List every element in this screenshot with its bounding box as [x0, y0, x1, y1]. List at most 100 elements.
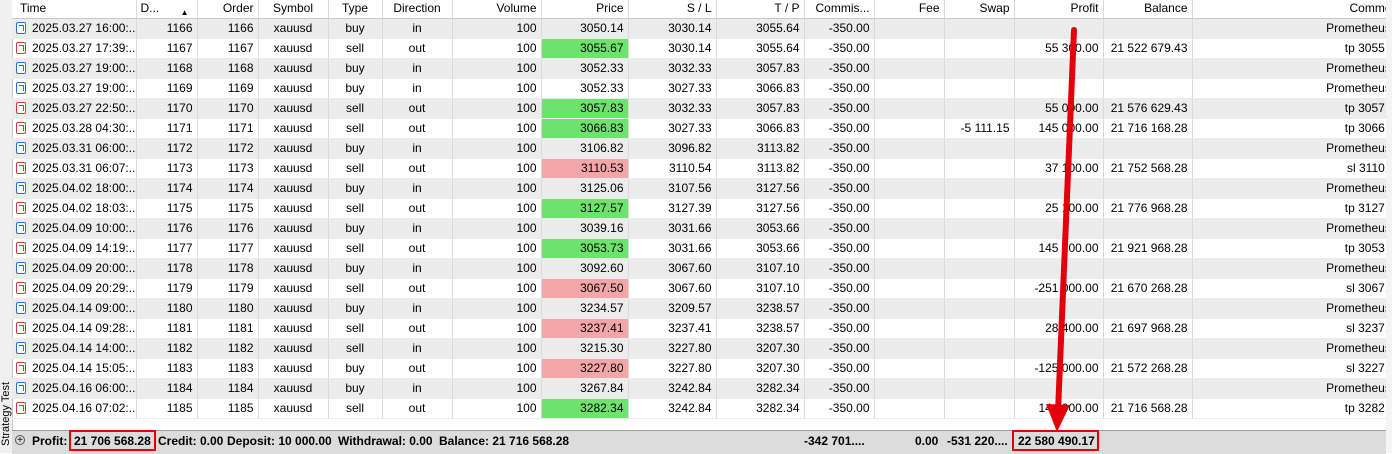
- table-row[interactable]: 2025.03.27 22:50:... 1170 1170 xauusd sell ou…: [12, 98, 1392, 119]
- column-header-volume[interactable]: Volume: [452, 0, 542, 19]
- cell-swap: -5 111.15: [944, 118, 1015, 139]
- cell-order: 1171: [197, 118, 259, 139]
- cell-comment: tp 3057.83: [1192, 98, 1392, 119]
- cell-fee: [874, 158, 945, 179]
- cell-commission: -350.00: [804, 278, 875, 299]
- cell-type: buy: [328, 258, 383, 279]
- column-header-swap[interactable]: Swap: [944, 0, 1015, 19]
- time-text: 2025.03.27 16:00:...: [32, 20, 136, 35]
- cell-time: 2025.03.27 22:50:...: [12, 98, 137, 119]
- cell-time: 2025.03.28 04:30:...: [12, 118, 137, 139]
- cell-volume: 100: [452, 18, 542, 39]
- cell-volume: 100: [452, 38, 542, 59]
- cell-sl: 3237.41: [628, 318, 717, 339]
- cell-swap: [944, 158, 1015, 179]
- time-text: 2025.04.14 15:05:...: [32, 360, 136, 375]
- summary-profit-value: 21 706 568.28: [74, 434, 151, 448]
- column-header-tp[interactable]: T / P: [716, 0, 805, 19]
- table-row[interactable]: 2025.04.02 18:03:... 1175 1175 xauusd sell ou…: [12, 198, 1392, 219]
- column-header-deal[interactable]: D... ▲: [136, 0, 198, 19]
- table-row[interactable]: 2025.04.09 10:00:... 1176 1176 xauusd buy in 1…: [12, 218, 1392, 239]
- table-row[interactable]: 2025.03.27 17:39:... 1167 1167 xauusd sell ou…: [12, 38, 1392, 59]
- cell-direction: in: [382, 338, 453, 359]
- column-header-fee[interactable]: Fee: [874, 0, 945, 19]
- cell-profit: 55 000.00: [1014, 98, 1104, 119]
- cell-fee: [874, 278, 945, 299]
- cell-profit: [1014, 378, 1104, 399]
- cell-profit: [1014, 18, 1104, 39]
- table-row[interactable]: 2025.03.31 06:07:... 1173 1173 xauusd sell ou…: [12, 158, 1392, 179]
- cell-direction: out: [382, 358, 453, 379]
- table-row[interactable]: 2025.04.14 09:28:... 1181 1181 xauusd sell ou…: [12, 318, 1392, 339]
- cell-sl: 3067.60: [628, 278, 717, 299]
- cell-sl: 3030.14: [628, 18, 717, 39]
- table-row[interactable]: 2025.04.09 20:29:... 1179 1179 xauusd sell ou…: [12, 278, 1392, 299]
- column-header-commission[interactable]: Commis...: [804, 0, 875, 19]
- time-text: 2025.04.14 09:28:...: [32, 320, 136, 335]
- table-row[interactable]: 2025.04.14 15:05:... 1183 1183 xauusd buy out…: [12, 358, 1392, 379]
- column-header-comment[interactable]: Comment: [1192, 0, 1392, 19]
- cell-profit: 25 100.00: [1014, 198, 1104, 219]
- cell-symbol: xauusd: [258, 58, 329, 79]
- column-header-direction[interactable]: Direction: [382, 0, 453, 19]
- cell-type: sell: [328, 338, 383, 359]
- cell-tp: 3282.34: [716, 378, 805, 399]
- cell-fee: [874, 318, 945, 339]
- cell-price: 3127.57: [541, 198, 629, 219]
- table-row[interactable]: 2025.03.27 16:00:... 1166 1166 xauusd buy in 1…: [12, 18, 1392, 39]
- cell-time: 2025.03.27 16:00:...: [12, 18, 137, 39]
- summary-fee-total: 0.00: [915, 434, 939, 448]
- cell-tp: 3066.83: [716, 118, 805, 139]
- cell-type: sell: [328, 398, 383, 419]
- cell-direction: in: [382, 138, 453, 159]
- table-row[interactable]: 2025.04.16 06:00:... 1184 1184 xauusd buy in 1…: [12, 378, 1392, 399]
- column-header-sl[interactable]: S / L: [628, 0, 717, 19]
- deal-out-icon: [16, 281, 26, 294]
- cell-swap: [944, 38, 1015, 59]
- cell-symbol: xauusd: [258, 278, 329, 299]
- summary-bar: + Profit: 21 706 568.28 Credit: 0.00 Dep…: [12, 430, 1386, 454]
- column-header-type[interactable]: Type: [328, 0, 383, 19]
- cell-price: 3052.33: [541, 78, 629, 99]
- column-header-time[interactable]: Time: [12, 0, 137, 19]
- column-header-order[interactable]: Order: [197, 0, 259, 19]
- cell-balance: 21 776 968.28: [1103, 198, 1193, 219]
- cell-type: sell: [328, 118, 383, 139]
- cell-fee: [874, 78, 945, 99]
- table-row[interactable]: 2025.03.28 04:30:... 1171 1171 xauusd sell ou…: [12, 118, 1392, 139]
- cell-price: 3067.50: [541, 278, 629, 299]
- cell-swap: [944, 138, 1015, 159]
- cell-comment: sl 3110.54: [1192, 158, 1392, 179]
- cell-sl: 3027.33: [628, 78, 717, 99]
- summary-profit-total: 22 580 490.17: [1018, 434, 1095, 448]
- cell-fee: [874, 18, 945, 39]
- cell-direction: out: [382, 38, 453, 59]
- cell-type: sell: [328, 158, 383, 179]
- cell-tp: 3053.66: [716, 238, 805, 259]
- cell-deal: 1171: [136, 118, 198, 139]
- column-header-symbol[interactable]: Symbol: [258, 0, 329, 19]
- table-row[interactable]: 2025.03.27 19:00:... 1169 1169 xauusd buy in 1…: [12, 78, 1392, 99]
- table-row[interactable]: 2025.04.02 18:00:... 1174 1174 xauusd buy in 1…: [12, 178, 1392, 199]
- cell-comment: sl 3227.80: [1192, 358, 1392, 379]
- vertical-scrollbar[interactable]: [1386, 0, 1392, 453]
- table-row[interactable]: 2025.04.09 14:19:... 1177 1177 xauusd sell ou…: [12, 238, 1392, 259]
- cell-swap: [944, 178, 1015, 199]
- table-row[interactable]: 2025.04.14 09:00:... 1180 1180 xauusd buy in 1…: [12, 298, 1392, 319]
- table-row[interactable]: 2025.03.27 19:00:... 1168 1168 xauusd buy in 1…: [12, 58, 1392, 79]
- table-row[interactable]: 2025.04.14 14:00:... 1182 1182 xauusd sell in…: [12, 338, 1392, 359]
- table-row[interactable]: 2025.04.09 20:00:... 1178 1178 xauusd buy in 1…: [12, 258, 1392, 279]
- expand-icon[interactable]: +: [15, 435, 25, 446]
- cell-fee: [874, 98, 945, 119]
- time-text: 2025.04.14 09:00:...: [32, 300, 136, 315]
- column-header-balance[interactable]: Balance: [1103, 0, 1193, 19]
- table-row[interactable]: 2025.04.16 07:02:... 1185 1185 xauusd sell ou…: [12, 398, 1392, 419]
- cell-sl: 3110.54: [628, 158, 717, 179]
- table-row[interactable]: 2025.03.31 06:00:... 1172 1172 xauusd buy in 1…: [12, 138, 1392, 159]
- column-header-price[interactable]: Price: [541, 0, 629, 19]
- cell-fee: [874, 298, 945, 319]
- column-header-profit[interactable]: Profit: [1014, 0, 1104, 19]
- deal-out-icon: [16, 401, 26, 414]
- deal-in-icon: [16, 61, 26, 74]
- cell-order: 1182: [197, 338, 259, 359]
